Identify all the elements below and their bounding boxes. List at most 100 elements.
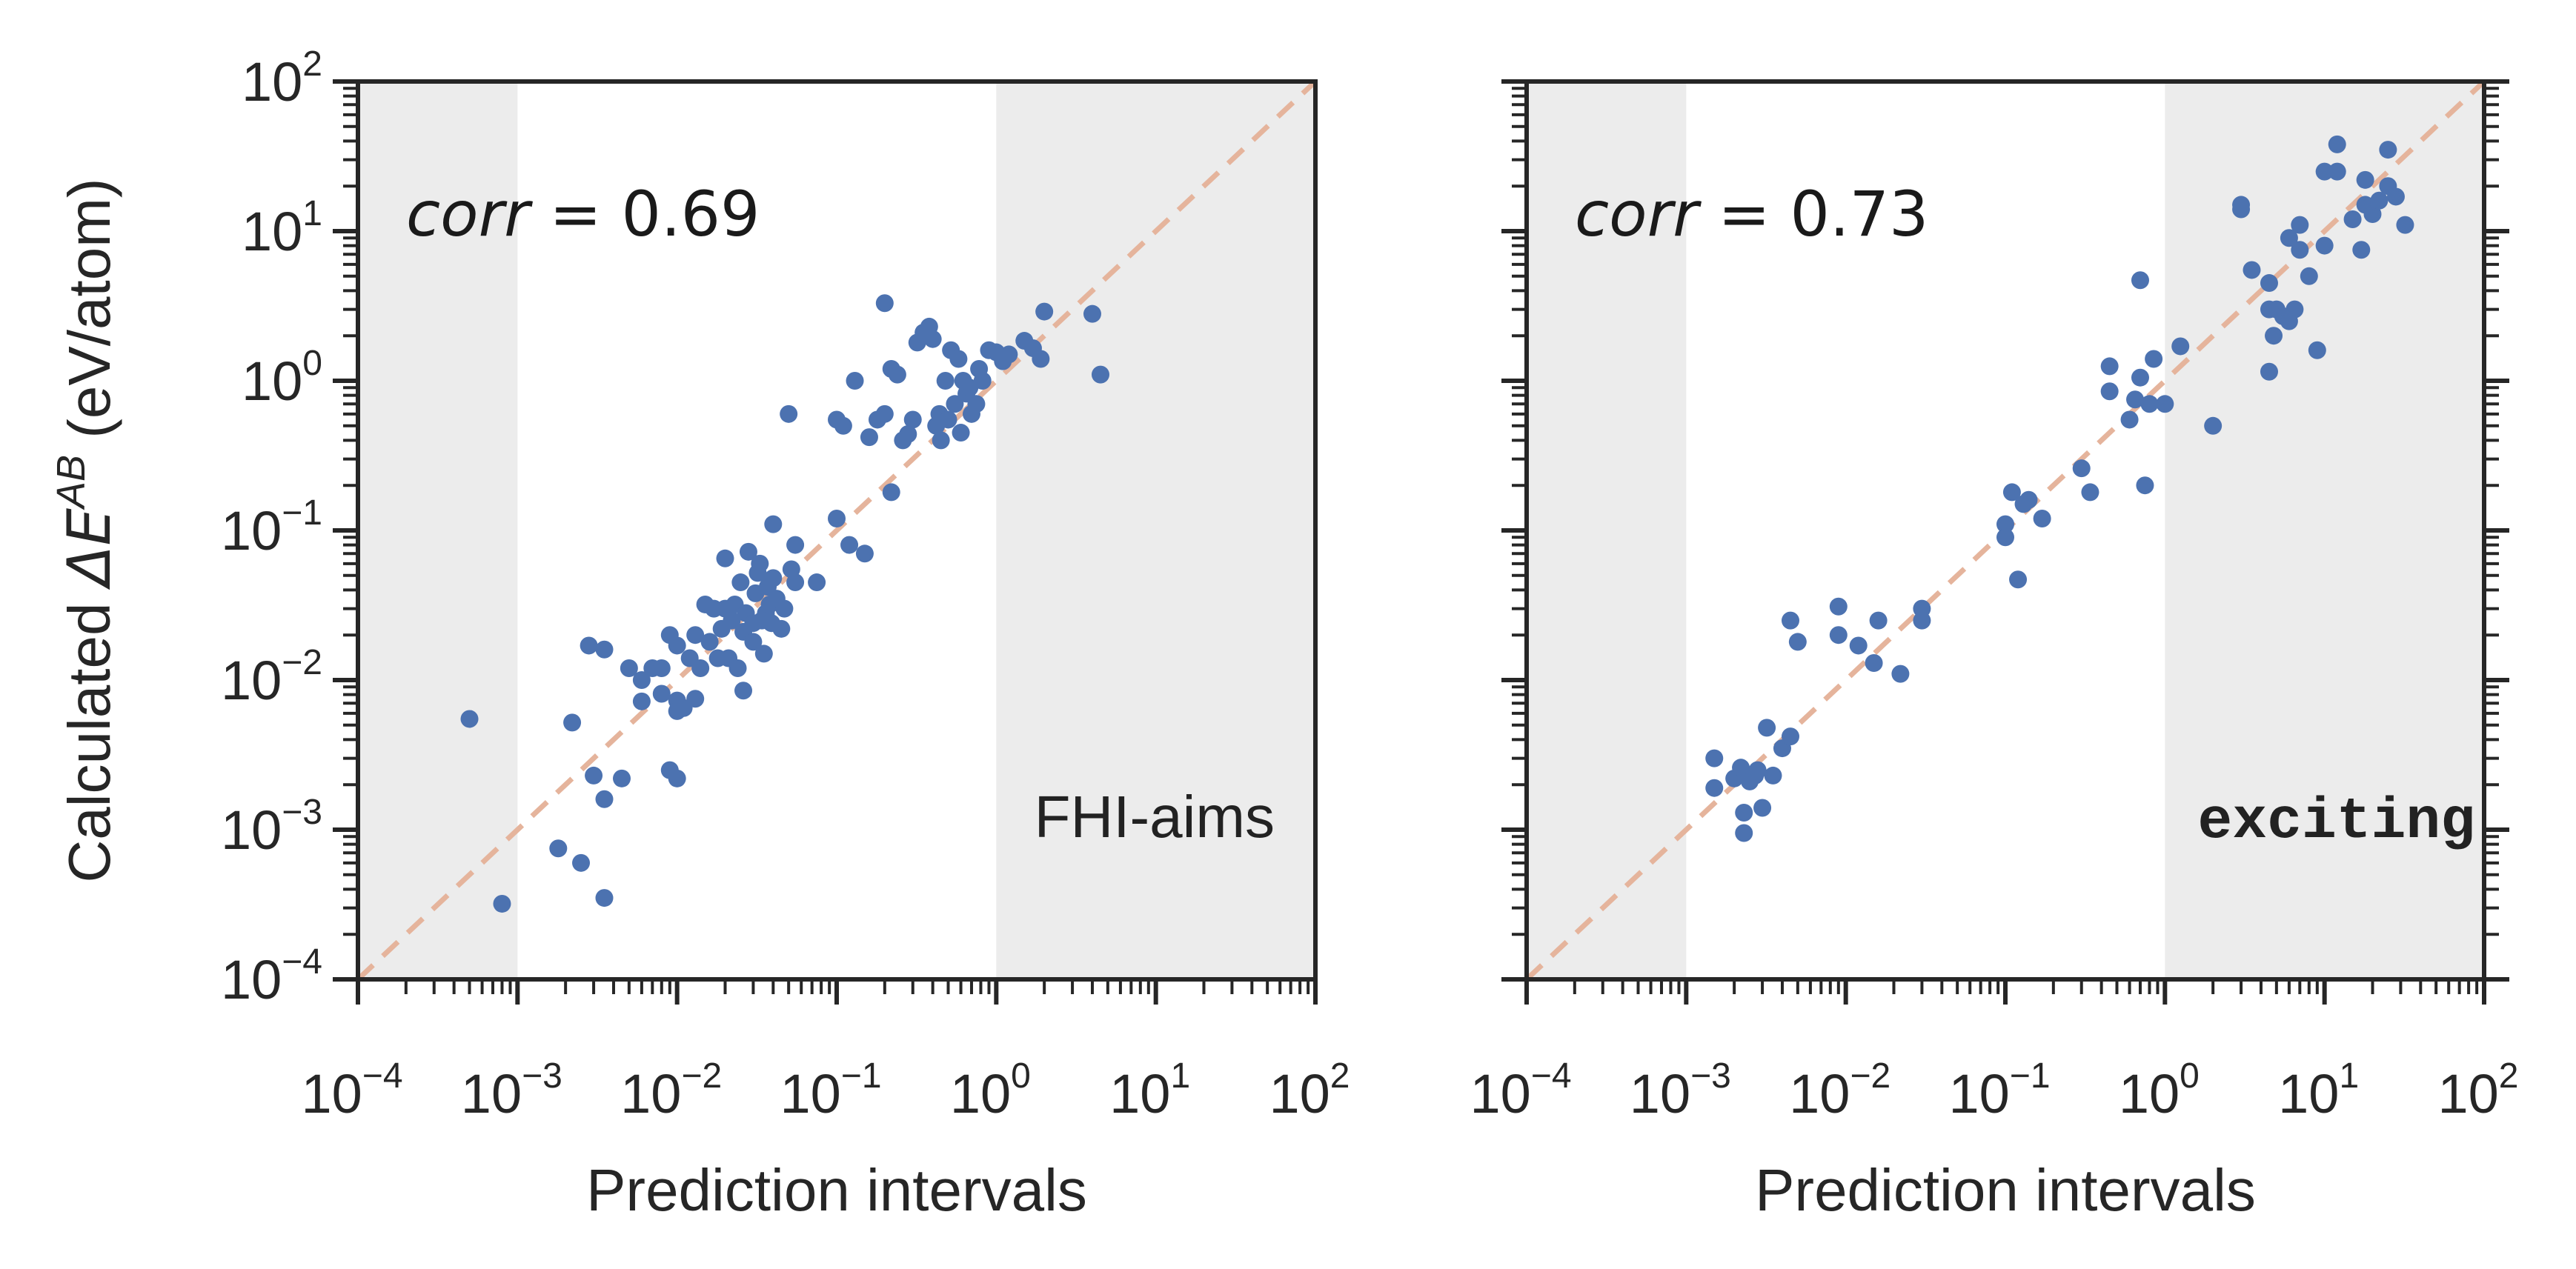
data-point [1035, 302, 1054, 321]
x-tick-label: 100 [2119, 1056, 2200, 1125]
data-point [2120, 410, 2139, 429]
y-tick-label: 100 [242, 344, 322, 412]
y-axis-label: Calculated ΔEAB (eV/atom) [49, 179, 124, 883]
y-tick-label: 10−1 [221, 493, 322, 562]
reference-diagonal-line [356, 79, 1318, 982]
data-point [2131, 271, 2149, 290]
data-point [772, 619, 791, 638]
shaded-region-1 [1527, 81, 1687, 979]
data-point [2009, 570, 2028, 589]
data-point [1996, 528, 2014, 547]
data-point [2131, 368, 2149, 387]
data-point [786, 573, 805, 592]
data-point [834, 416, 852, 435]
x-tick-label: 10−3 [1630, 1056, 1731, 1125]
correlation-annotation: corr = 0.73 [1575, 178, 1928, 250]
data-point [1705, 779, 1724, 797]
data-point [2315, 162, 2334, 181]
data-point [967, 395, 986, 413]
data-point [780, 404, 798, 423]
x-tick-label: 10−1 [780, 1056, 881, 1125]
data-point [612, 769, 631, 787]
data-point [2315, 236, 2334, 255]
data-point [1781, 727, 1799, 746]
data-point [1891, 665, 1910, 683]
data-point [882, 483, 900, 502]
data-point [1753, 799, 1772, 817]
data-point [786, 536, 805, 554]
y-tick-label: 10−2 [221, 643, 322, 711]
data-point [632, 671, 651, 689]
data-point [728, 659, 747, 678]
data-point [751, 554, 769, 573]
data-point [2243, 261, 2261, 279]
data-point [632, 692, 651, 710]
data-point [875, 294, 894, 313]
x-tick-label: 10−1 [1948, 1056, 2050, 1125]
data-point [2081, 483, 2099, 502]
data-point [2156, 395, 2174, 413]
data-point [691, 659, 710, 678]
data-point [764, 569, 783, 587]
data-point [2140, 395, 2159, 413]
data-point [595, 790, 614, 808]
code-name-label: FHI-aims [1035, 784, 1275, 850]
data-point [731, 573, 750, 592]
data-point [723, 611, 741, 630]
data-point [1788, 633, 1807, 651]
data-point [754, 645, 773, 663]
x-tick-label: 10−3 [461, 1056, 562, 1125]
data-point [668, 636, 686, 655]
data-point [686, 690, 705, 708]
data-point [1735, 824, 1753, 842]
x-tick-label: 101 [1109, 1056, 1190, 1125]
data-point [2291, 241, 2309, 259]
data-point [549, 839, 568, 858]
data-point [2072, 459, 2091, 478]
x-tick-label: 10−2 [1789, 1056, 1890, 1125]
x-tick-label: 100 [950, 1056, 1031, 1125]
data-point [2386, 187, 2405, 206]
data-point [2232, 196, 2251, 214]
left-scatter-panel: 10−4 10−3 10−2 10−1 100 101 102 10−4 10−3 10−2 10−… [221, 44, 1350, 1223]
data-point [2396, 216, 2414, 234]
data-point [1083, 304, 1101, 323]
data-point [840, 536, 859, 554]
data-point [2352, 241, 2371, 259]
data-point [1735, 803, 1753, 822]
x-axis-label: Prediction intervals [1755, 1157, 2256, 1223]
axis-ticks [1501, 79, 2509, 1005]
data-point [595, 640, 614, 659]
data-point [1032, 350, 1050, 368]
data-point [563, 713, 582, 732]
y-tick-label: 10−4 [221, 942, 322, 1010]
x-tick-label: 10−4 [1470, 1056, 1571, 1125]
data-point [846, 372, 864, 390]
x-tick-label: 102 [2437, 1056, 2518, 1125]
code-name-label: exciting [2198, 790, 2475, 855]
data-point [2033, 510, 2051, 528]
data-point [580, 636, 598, 655]
data-point [1748, 761, 1767, 779]
data-point [686, 626, 705, 645]
data-point [2260, 362, 2278, 381]
data-point [2379, 141, 2397, 159]
data-point [2328, 162, 2346, 181]
x-tick-label: 10−4 [301, 1056, 402, 1125]
data-point [936, 372, 955, 390]
data-point [572, 853, 591, 872]
right-scatter-panel: 10−4 10−3 10−2 10−1 100 101 102 Prediction inte… [1470, 79, 2519, 1223]
data-point [493, 894, 511, 913]
data-point [973, 372, 992, 390]
data-point [2002, 483, 2021, 502]
data-point [620, 659, 638, 678]
data-point [828, 510, 846, 528]
x-tick-label: 102 [1269, 1056, 1350, 1125]
data-point [595, 889, 614, 907]
shaded-region-1 [358, 81, 518, 979]
data-point [1705, 749, 1724, 767]
data-point [652, 685, 671, 703]
data-point [744, 633, 763, 651]
data-point [1869, 611, 1888, 630]
